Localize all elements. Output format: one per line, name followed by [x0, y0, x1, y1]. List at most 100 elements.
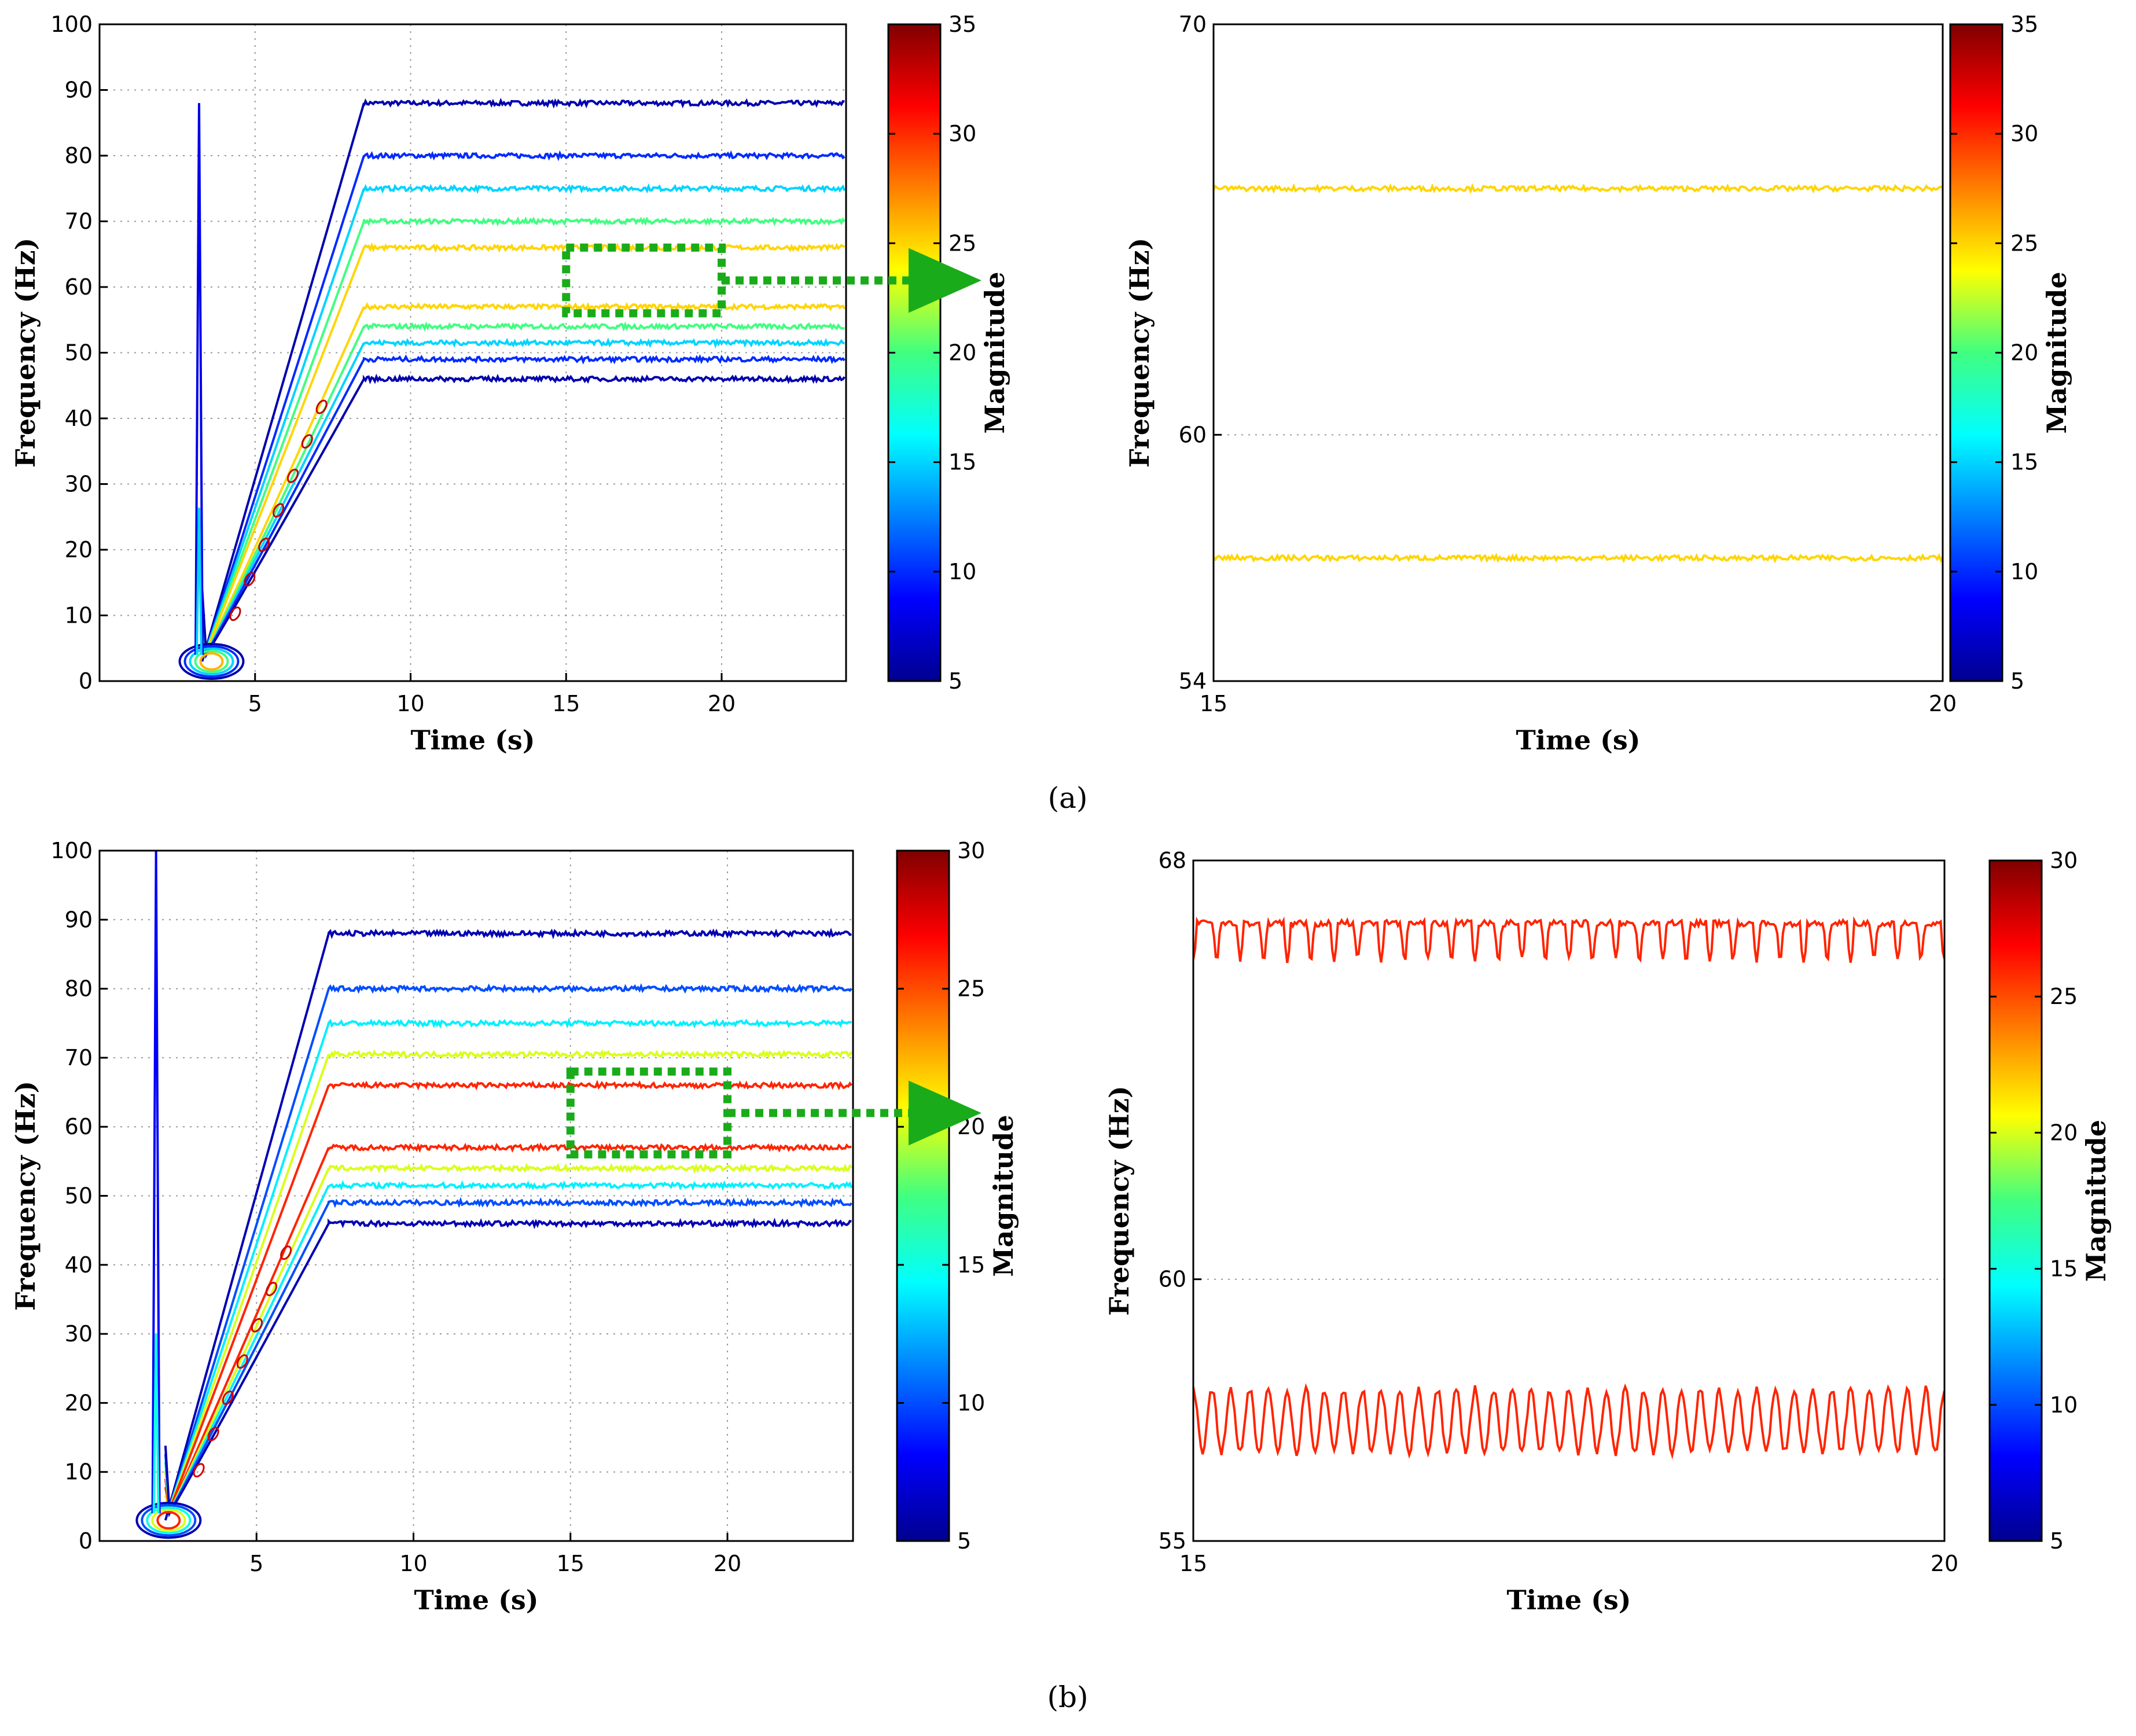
axes-frame [1212, 23, 1944, 682]
colorbar-tick-label: 10 [957, 1390, 985, 1415]
colorbar-tick-label: 10 [948, 559, 976, 584]
data-layer [1214, 183, 1943, 564]
y-tick-label: 68 [1159, 848, 1186, 873]
x-tick-label: 10 [399, 1551, 427, 1576]
ramp-marker [265, 1282, 278, 1297]
colorbar-tick-label: 5 [2050, 1528, 2064, 1554]
y-tick-label: 60 [1179, 422, 1207, 447]
x-tick-label: 15 [552, 691, 580, 716]
colorbar-tick-label: 5 [948, 668, 962, 694]
colorbar-tick-label: 20 [2010, 340, 2038, 366]
axes-frame [1192, 859, 1946, 1542]
ramp-marker [286, 468, 299, 483]
y-tick-label: 40 [65, 406, 93, 431]
y-axis-label: Frequency (Hz) [1124, 238, 1155, 468]
caption-b: (b) [1047, 1680, 1088, 1714]
contour-line [201, 337, 845, 659]
y-tick-label: 80 [65, 143, 93, 168]
series-line-lower [1214, 553, 1943, 564]
colorbar-tick-label: 10 [2050, 1392, 2078, 1418]
contour-blob [183, 645, 240, 678]
contour-blob [178, 642, 245, 680]
ramp-marker [315, 399, 328, 414]
y-tick-label: 30 [65, 1321, 93, 1347]
contour-line [201, 321, 845, 658]
y-tick-label: 70 [1179, 12, 1207, 37]
colorbar-tick-label: 30 [948, 121, 976, 146]
series-line-upper [1193, 916, 1944, 963]
contour-line [164, 928, 852, 1521]
x-tick-label: 10 [396, 691, 424, 716]
ramp-marker [251, 1318, 263, 1333]
ramp-marker [280, 1245, 292, 1260]
y-tick-label: 100 [50, 838, 93, 863]
colorbar [896, 849, 950, 1542]
data-layer [1193, 916, 1944, 1460]
panel-a-left-chart: 5 10 15 20 0 10 20 30 40 50 60 70 80 90 100 Time (s) Fre… [10, 12, 1010, 756]
panel-b-left-chart: 5 10 15 20 0 10 20 30 40 50 60 70 80 90 100 Time (s) Fre… [10, 838, 1019, 1616]
x-tick-label: 20 [708, 691, 736, 716]
y-tick-label: 100 [50, 12, 93, 37]
contour-line [201, 373, 845, 659]
y-tick-label: 0 [79, 1528, 93, 1554]
contour-blob [156, 1511, 181, 1530]
colorbar-tick-label: 15 [957, 1252, 985, 1278]
ramp-marker [207, 1426, 219, 1441]
colorbar-tick-label: 30 [2050, 848, 2078, 873]
colorbar [1949, 23, 2003, 682]
colorbar-tick-label: 15 [948, 450, 976, 475]
y-tick-label: 60 [1159, 1267, 1186, 1292]
y-tick-label: 10 [65, 1459, 93, 1485]
x-tick-label: 15 [1200, 691, 1227, 716]
contour-line [164, 1218, 852, 1518]
contour-blob [141, 1504, 197, 1537]
series-line-lower [1193, 1383, 1944, 1460]
contour-line [201, 97, 845, 662]
y-tick-label: 10 [65, 603, 93, 628]
y-tick-label: 40 [65, 1252, 93, 1278]
colorbar-tick-label: 20 [2050, 1120, 2078, 1145]
caption-a: (a) [1048, 781, 1088, 815]
colorbar-label: Magnitude [979, 272, 1010, 434]
colorbar-tick-label: 15 [2010, 450, 2038, 475]
colorbar-tick-label: 35 [2010, 12, 2038, 37]
colorbar-tick-label: 30 [2010, 121, 2038, 146]
y-axis-label: Frequency (Hz) [1104, 1086, 1135, 1316]
ramp-marker [301, 434, 313, 449]
contour-line [164, 1142, 852, 1516]
spike-line [151, 851, 161, 1514]
contour-line [164, 1079, 852, 1514]
colorbar-tick-label: 25 [957, 976, 985, 1002]
colorbar-tick-label: 5 [2010, 668, 2024, 694]
panel-b-right-chart: 15 20 55 60 68 Time (s) Frequency (Hz) 5 10 15 20 2… [1104, 848, 2112, 1616]
colorbar-tick-label: 25 [948, 230, 976, 256]
contour-line [164, 1163, 852, 1517]
ramp-marker [193, 1463, 205, 1478]
y-tick-label: 90 [65, 907, 93, 932]
spike-line [152, 1334, 160, 1514]
colorbar [887, 23, 942, 682]
x-axis-label: Time (s) [410, 724, 535, 756]
x-axis-label: Time (s) [414, 1584, 538, 1616]
y-tick-label: 55 [1159, 1528, 1186, 1554]
contour-blob [151, 1509, 186, 1532]
plot-area [1193, 860, 1944, 1541]
x-axis-label: Time (s) [1516, 724, 1640, 756]
y-tick-label: 50 [65, 1183, 93, 1209]
x-tick-label: 20 [1931, 1551, 1958, 1576]
colorbar-tick-label: 20 [948, 340, 976, 366]
zoom-arrows [722, 248, 981, 1146]
contour-line [201, 216, 845, 654]
y-tick-label: 30 [65, 472, 93, 497]
colorbar-tick-label: 25 [2050, 984, 2078, 1009]
y-tick-label: 20 [65, 1390, 93, 1415]
contour-line [201, 354, 845, 659]
x-tick-label: 20 [1929, 691, 1957, 716]
data-layer [178, 97, 846, 680]
colorbar-tick-label: 5 [957, 1528, 971, 1554]
x-axis-label: Time (s) [1506, 1584, 1631, 1616]
colorbar-label: Magnitude [2080, 1120, 2112, 1282]
ramp-marker [258, 538, 270, 552]
series-line-upper [1214, 183, 1943, 194]
